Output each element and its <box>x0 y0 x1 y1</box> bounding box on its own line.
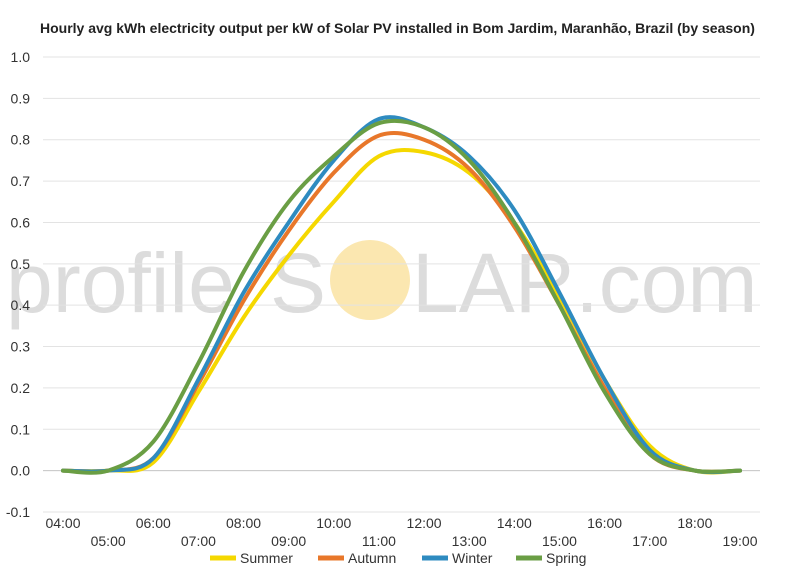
legend-label-autumn: Autumn <box>348 550 396 566</box>
x-tick-label: 19:00 <box>722 533 757 549</box>
y-tick-label: 0.3 <box>11 339 31 355</box>
legend: Summer Autumn Winter Spring <box>210 550 586 566</box>
x-tick-label: 05:00 <box>91 533 126 549</box>
legend-label-winter: Winter <box>452 550 493 566</box>
x-tick-label: 18:00 <box>677 515 712 531</box>
series-line-winter <box>61 115 742 475</box>
x-tick-label: 14:00 <box>497 515 532 531</box>
y-tick-label: 0.2 <box>11 380 31 396</box>
y-tick-label: 0.5 <box>11 256 31 272</box>
y-tick-label: 1.0 <box>11 49 31 65</box>
series-lines <box>61 115 742 475</box>
chart-title: Hourly avg kWh electricity output per kW… <box>40 20 755 36</box>
y-tick-label: 0.6 <box>11 214 31 230</box>
x-tick-label: 04:00 <box>45 515 80 531</box>
y-tick-label: 0.1 <box>11 421 31 437</box>
series-line-spring <box>61 118 742 475</box>
x-tick-label: 15:00 <box>542 533 577 549</box>
x-tick-label: 13:00 <box>452 533 487 549</box>
watermark-sun-icon <box>330 240 410 320</box>
x-tick-label: 06:00 <box>136 515 171 531</box>
watermark-text-right: LAR.com <box>412 236 757 330</box>
x-tick-label: 17:00 <box>632 533 667 549</box>
y-tick-label: 0.7 <box>11 173 31 189</box>
x-tick-label: 09:00 <box>271 533 306 549</box>
y-tick-label: 0.8 <box>11 132 31 148</box>
watermark-text-left: profile <box>6 236 235 330</box>
x-tick-label: 08:00 <box>226 515 261 531</box>
watermark: profile S LAR.com <box>6 236 757 330</box>
y-tick-label: -0.1 <box>6 504 30 520</box>
watermark-text-s: S <box>270 236 326 330</box>
y-axis-ticks: 1.0 0.9 0.8 0.7 0.6 0.5 0.4 0.3 0.2 0.1 0.0 -0.1 <box>6 49 30 520</box>
x-tick-label: 07:00 <box>181 533 216 549</box>
y-tick-label: 0.4 <box>11 297 31 313</box>
x-tick-label: 10:00 <box>316 515 351 531</box>
x-tick-label: 16:00 <box>587 515 622 531</box>
legend-label-spring: Spring <box>546 550 586 566</box>
y-tick-label: 0.9 <box>11 90 31 106</box>
x-tick-label: 12:00 <box>407 515 442 531</box>
x-tick-label: 11:00 <box>362 533 396 549</box>
y-tick-label: 0.0 <box>11 463 31 479</box>
grid <box>43 56 760 513</box>
x-axis-ticks: 04:00 05:00 06:00 07:00 08:00 09:00 10:00 11:00… <box>45 515 757 549</box>
legend-label-summer: Summer <box>240 550 293 566</box>
